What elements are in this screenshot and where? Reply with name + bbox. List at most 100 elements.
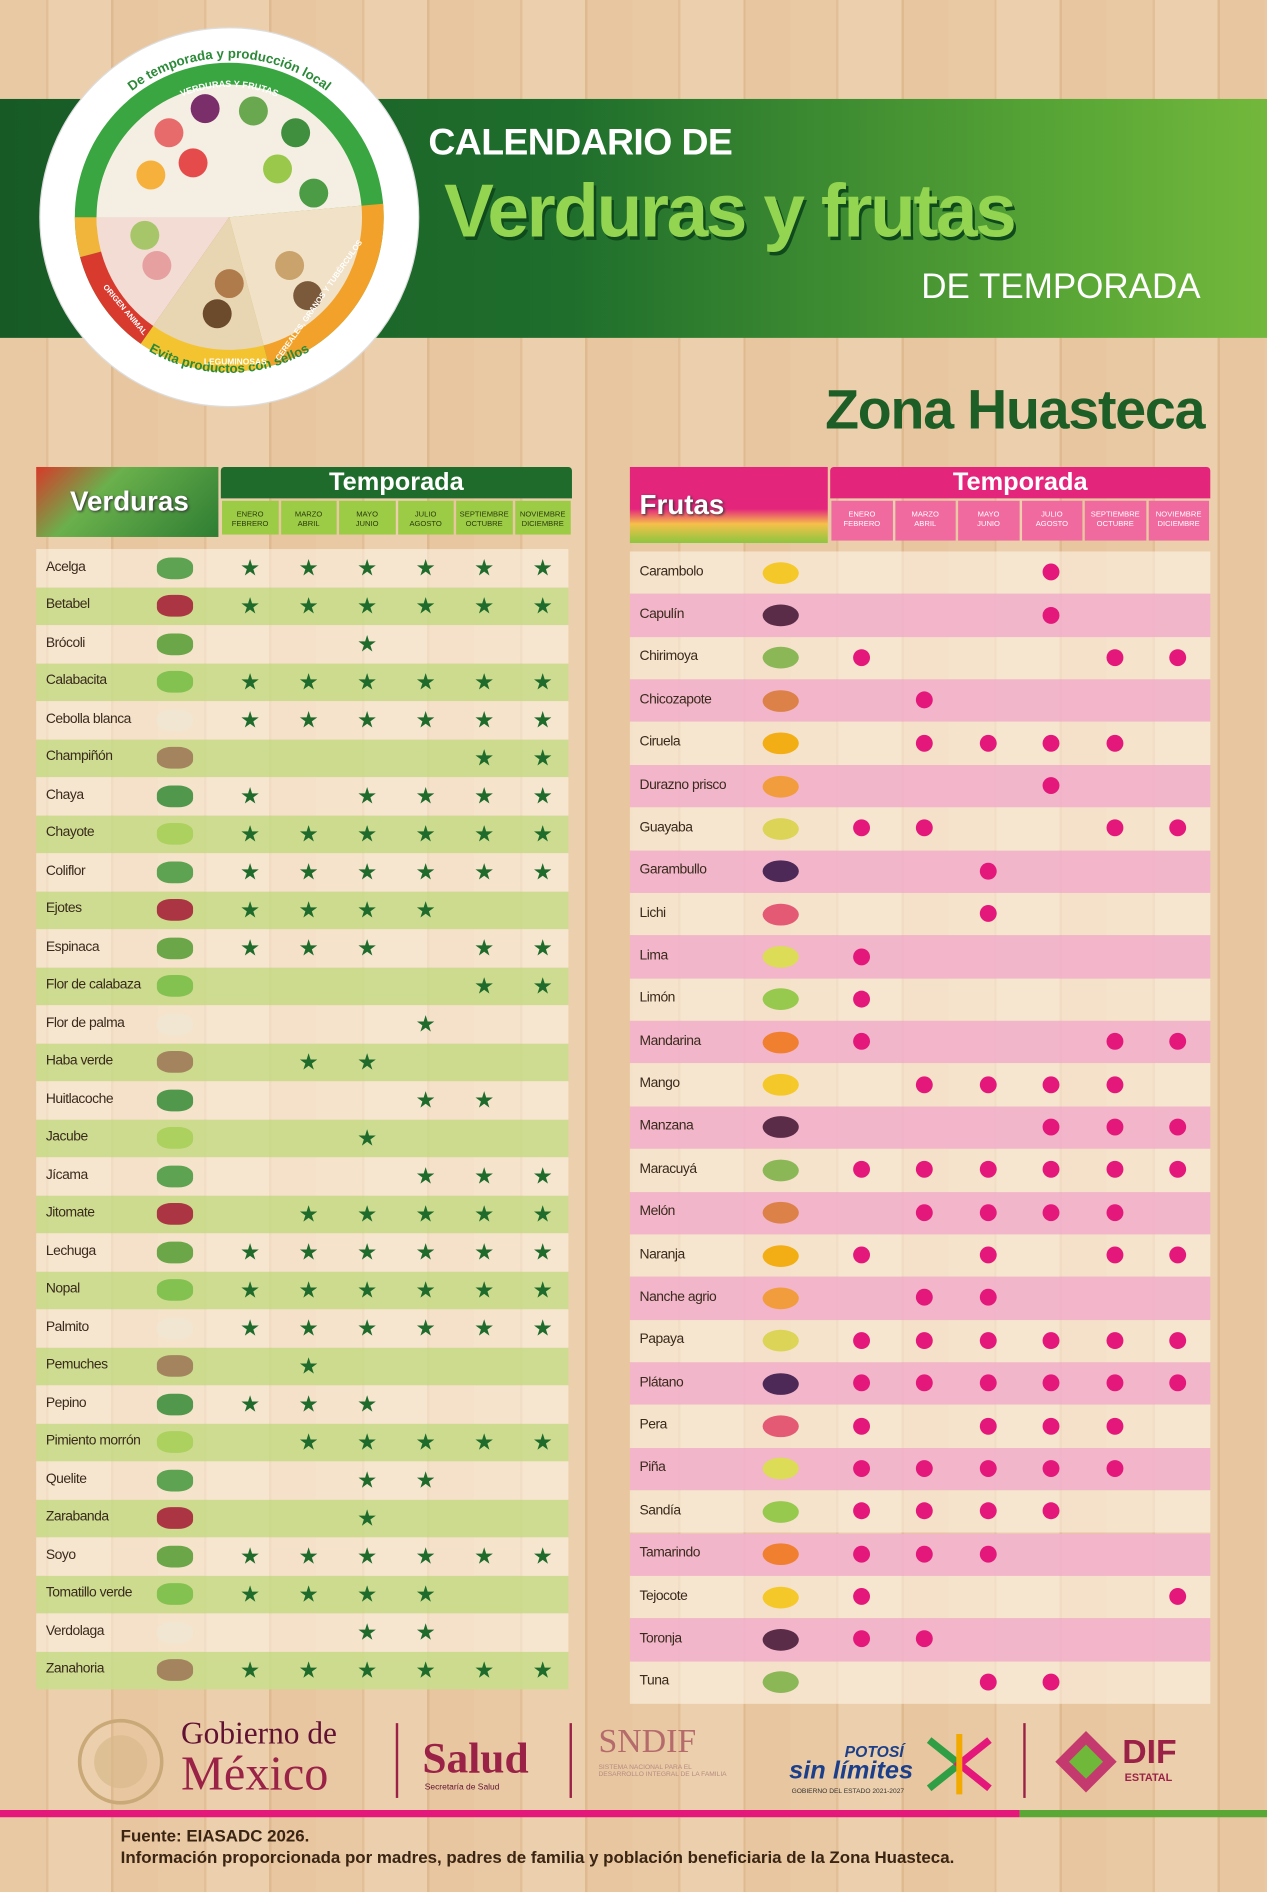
month-label: SEPTIEMBRE <box>459 510 509 519</box>
month-header <box>222 500 279 535</box>
item-icon <box>762 1500 799 1523</box>
month-label: ABRIL <box>914 520 937 529</box>
item-icon <box>156 1431 194 1454</box>
month-label: FEBRERO <box>843 520 881 529</box>
month-label: MAYO <box>356 510 379 519</box>
item-name: Jícama <box>45 1167 88 1183</box>
item-name: Soyo <box>45 1547 76 1563</box>
row-background <box>36 625 569 664</box>
month-header <box>958 500 1020 541</box>
salud-sub: Secretaría de Salud <box>424 1783 500 1792</box>
season-dot <box>979 1417 997 1435</box>
season-dot <box>852 649 870 666</box>
season-dot <box>1042 1460 1060 1477</box>
row-background <box>629 978 1211 1021</box>
row-background <box>629 1661 1211 1704</box>
season-dot <box>1169 1246 1187 1264</box>
season-dot <box>916 1161 934 1179</box>
item-icon <box>156 709 194 731</box>
season-dot <box>1169 1331 1187 1349</box>
month-label: MARZO <box>911 510 939 519</box>
season-dot <box>1169 649 1187 666</box>
table-title: Verduras <box>69 485 189 517</box>
item-icon <box>156 1203 194 1226</box>
plate-sectors <box>74 84 384 372</box>
month-label: OCTUBRE <box>1096 520 1134 529</box>
item-name: Ciruela <box>639 735 681 750</box>
food-illustration <box>136 160 166 190</box>
item-name: Lima <box>639 948 669 963</box>
season-dot <box>979 1673 997 1691</box>
season-dot <box>979 1161 997 1179</box>
item-name: Haba verde <box>45 1053 113 1069</box>
food-illustration <box>190 94 220 124</box>
season-header <box>830 466 1211 499</box>
season-dot <box>1106 734 1124 752</box>
gob-line2: México <box>181 1746 329 1801</box>
food-illustration <box>154 118 184 148</box>
item-icon <box>762 817 799 840</box>
footer-stripe <box>1019 1810 1267 1818</box>
season-dot <box>1042 1331 1060 1349</box>
item-icon <box>762 988 799 1011</box>
season-dot <box>916 819 934 837</box>
item-icon <box>762 903 799 926</box>
item-name: Tamarindo <box>639 1545 701 1561</box>
season-dot <box>852 1161 870 1179</box>
item-icon <box>156 1545 194 1568</box>
item-name: Betabel <box>45 597 90 613</box>
item-name: Palmito <box>45 1319 89 1335</box>
month-header <box>831 500 893 541</box>
month-header <box>456 500 513 535</box>
season-title: Temporada <box>952 468 1088 496</box>
season-dot <box>1106 819 1124 837</box>
season-dot <box>1042 1203 1060 1221</box>
season-dot <box>852 990 870 1008</box>
item-name: Pera <box>639 1417 668 1433</box>
season-dot <box>1106 1118 1124 1136</box>
season-dot <box>1042 734 1060 752</box>
item-icon <box>762 1671 799 1694</box>
month-label: JULIO <box>1041 510 1063 519</box>
season-dot <box>916 1374 934 1392</box>
item-name: Maracuyá <box>639 1161 698 1177</box>
header-line2: Verduras y frutas <box>444 170 1017 254</box>
potosi-line1: POTOSÍ <box>844 1742 904 1761</box>
season-dot <box>979 734 997 752</box>
item-name: Chicozapote <box>639 692 712 707</box>
item-icon <box>156 1355 194 1378</box>
item-name: Zarabanda <box>45 1509 109 1525</box>
season-dot <box>979 1075 997 1093</box>
item-name: Mandarina <box>639 1033 702 1049</box>
season-dot <box>1042 563 1060 581</box>
item-icon <box>762 689 799 712</box>
season-dot <box>1106 1075 1124 1093</box>
season-dot <box>852 1331 870 1349</box>
title-cell <box>629 466 828 544</box>
season-dot <box>1042 1118 1060 1136</box>
month-header <box>397 500 454 535</box>
item-icon <box>156 633 194 655</box>
table-title: Frutas <box>639 488 725 520</box>
food-illustration <box>142 250 172 280</box>
month-header <box>1084 500 1146 541</box>
item-icon <box>156 1165 194 1188</box>
item-icon <box>762 1287 799 1310</box>
season-dot <box>1042 606 1060 624</box>
row-background <box>36 1499 569 1538</box>
season-dot <box>979 1374 997 1392</box>
item-icon <box>762 1458 799 1480</box>
row-background <box>629 764 1211 808</box>
row-background <box>629 1405 1211 1448</box>
month-header <box>339 500 396 535</box>
row-background <box>629 935 1211 979</box>
season-dot <box>1042 1374 1060 1392</box>
season-title: Temporada <box>329 468 464 496</box>
food-illustration <box>293 281 323 311</box>
season-dot <box>1106 649 1124 666</box>
season-dot <box>1042 777 1060 795</box>
row-background <box>36 1575 569 1614</box>
item-name: Chaya <box>45 787 84 803</box>
